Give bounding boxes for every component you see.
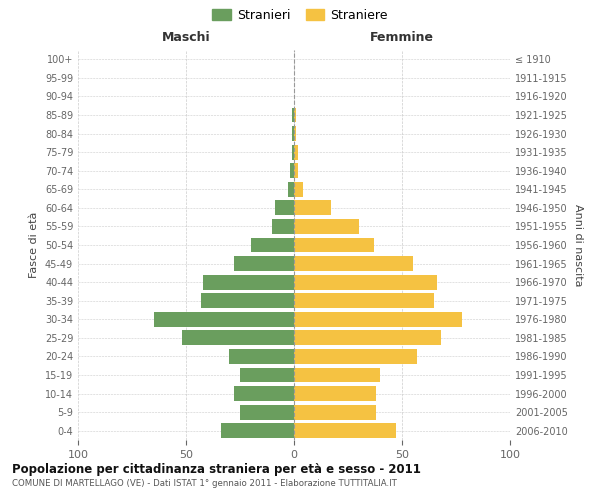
Bar	[287, 182, 294, 196]
Bar	[154, 312, 294, 326]
Bar	[294, 330, 441, 345]
Bar	[294, 182, 302, 196]
Y-axis label: Anni di nascita: Anni di nascita	[573, 204, 583, 286]
Bar	[294, 219, 359, 234]
Bar	[240, 404, 294, 419]
Bar	[201, 294, 294, 308]
Bar	[294, 312, 463, 326]
Bar	[294, 294, 434, 308]
Legend: Stranieri, Straniere: Stranieri, Straniere	[209, 6, 391, 24]
Y-axis label: Fasce di età: Fasce di età	[29, 212, 39, 278]
Bar	[275, 200, 294, 216]
Bar	[292, 126, 294, 141]
Bar	[294, 108, 296, 122]
Bar	[294, 256, 413, 271]
Bar	[233, 256, 294, 271]
Bar	[221, 424, 294, 438]
Bar	[294, 200, 331, 216]
Text: COMUNE DI MARTELLAGO (VE) - Dati ISTAT 1° gennaio 2011 - Elaborazione TUTTITALIA: COMUNE DI MARTELLAGO (VE) - Dati ISTAT 1…	[12, 479, 397, 488]
Bar	[294, 424, 395, 438]
Bar	[233, 386, 294, 401]
Bar	[182, 330, 294, 345]
Bar	[294, 349, 417, 364]
Bar	[203, 274, 294, 289]
Text: Femmine: Femmine	[370, 32, 434, 44]
Bar	[240, 368, 294, 382]
Bar	[294, 368, 380, 382]
Bar	[294, 238, 374, 252]
Text: Maschi: Maschi	[161, 32, 211, 44]
Bar	[294, 404, 376, 419]
Text: Popolazione per cittadinanza straniera per età e sesso - 2011: Popolazione per cittadinanza straniera p…	[12, 462, 421, 475]
Bar	[294, 126, 296, 141]
Bar	[290, 164, 294, 178]
Bar	[272, 219, 294, 234]
Bar	[294, 386, 376, 401]
Bar	[294, 274, 437, 289]
Bar	[294, 144, 298, 160]
Bar	[229, 349, 294, 364]
Bar	[294, 164, 298, 178]
Bar	[292, 144, 294, 160]
Bar	[292, 108, 294, 122]
Bar	[251, 238, 294, 252]
